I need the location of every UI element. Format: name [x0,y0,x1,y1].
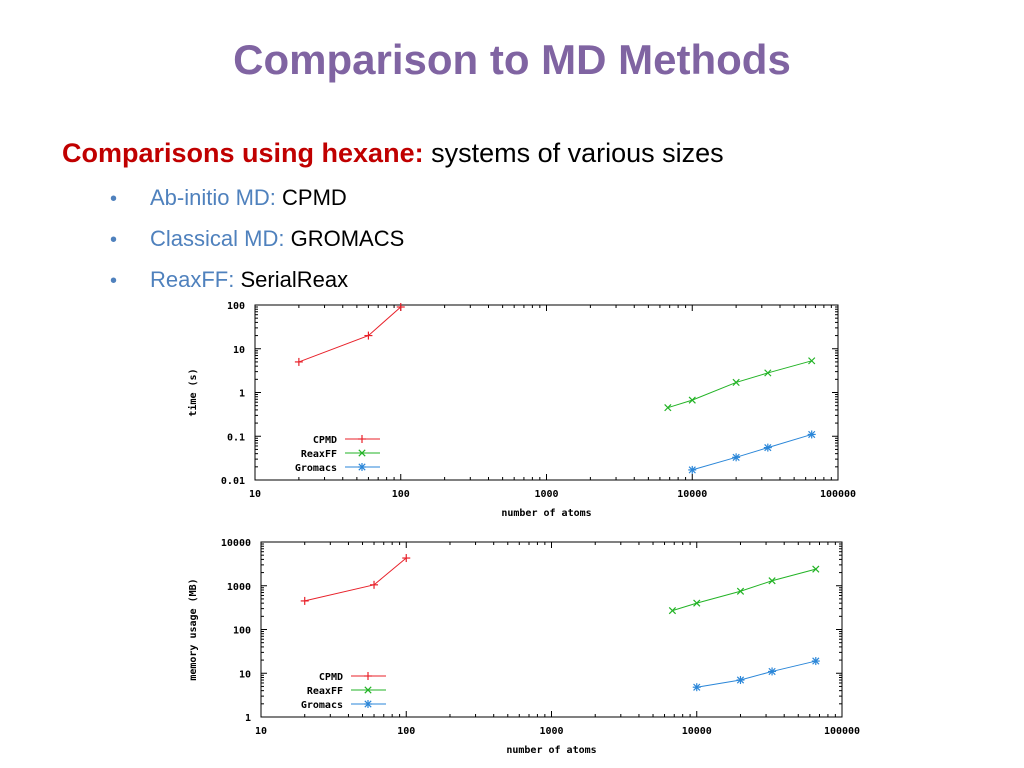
time-data-point-gromacs [688,465,697,474]
time-data-point-gromacs [732,453,741,462]
memory-legend-marker [364,686,372,694]
time-legend-label: Gromacs [295,463,337,474]
memory-y-tick-label: 10 [239,669,251,680]
bullet-icon: • [110,270,118,292]
time-data-point-cpmd [294,357,303,366]
time-data-point-reaxff [664,404,672,412]
time-data-point-reaxff [688,396,696,404]
method-value: CPMD [282,185,347,210]
time-data-point-cpmd [364,331,373,340]
time-data-point-reaxff [808,357,816,365]
memory-x-tick-label: 100 [397,726,415,737]
time-tick-marks [254,305,838,481]
time-y-tick-label: 0.1 [227,432,245,443]
list-item: • Ab-initio MD: CPMD [110,182,404,223]
time-series-line-gromacs [692,433,812,471]
method-value: GROMACS [290,226,405,251]
time-legend-marker [358,435,366,443]
memory-chart: 10 100 1000 10000 100000 1 10 100 1000 10000 numbe… [180,532,870,768]
method-value: SerialReax [240,267,349,292]
time-data-point-gromacs [807,430,816,439]
time-x-tick-label: 1000 [534,489,558,500]
time-x-tick-label: 100 [392,489,410,500]
slide-title: Comparison to MD Methods [233,36,791,83]
list-item: • ReaxFF: SerialReax [110,264,404,305]
memory-series-line-gromacs [696,660,816,688]
memory-x-tick-label: 10 [255,726,267,737]
memory-legend-marker [364,700,372,708]
lead-line: Comparisons using hexane: systems of var… [62,138,724,169]
time-legend-label: CPMD [313,435,337,446]
time-x-axis-label: number of atoms [501,508,591,519]
time-x-tick-label: 10000 [677,489,707,500]
memory-legend-marker [364,672,372,680]
memory-y-axis-label: memory usage (MB) [188,578,199,680]
memory-data-point-reaxff [736,587,745,595]
lead-text: systems of various sizes [431,138,724,168]
memory-data-point-reaxff [668,607,677,615]
bullet-icon: • [110,229,118,251]
memory-data-point-gromacs [768,667,777,676]
time-series-line-cpmd [298,306,402,363]
time-series-line-reaxff [667,360,812,409]
method-label: Classical MD: [150,226,285,251]
time-legend-label: ReaxFF [301,449,337,460]
list-item: • Classical MD: GROMACS [110,223,404,264]
memory-x-tick-label: 100000 [824,726,860,737]
memory-data-point-gromacs [736,676,745,685]
memory-x-axis-label: number of atoms [506,745,596,756]
memory-data-point-gromacs [692,683,701,692]
memory-data-point-cpmd [300,596,309,605]
memory-y-tick-label: 10000 [221,538,251,549]
time-y-axis-label: time (s) [187,368,199,416]
memory-series-line-cpmd [304,557,407,602]
memory-data-point-cpmd [402,554,411,563]
memory-legend-label: Gromacs [301,700,343,711]
memory-data-point-cpmd [370,580,379,589]
time-data-point-gromacs [763,443,772,452]
memory-chart-svg: 10 100 1000 10000 100000 1 10 100 1000 10000 numbe… [188,538,860,756]
time-chart-svg: 10 100 1000 10000 100000 0.01 0.1 1 10 100 number … [187,301,856,519]
time-y-tick-label: 10 [233,345,245,356]
lead-label: Comparisons using hexane: [62,138,424,168]
time-x-tick-label: 10 [249,489,261,500]
time-legend-marker [358,463,366,471]
memory-data-point-reaxff [693,599,701,607]
method-list: • Ab-initio MD: CPMD • Classical MD: GROMA… [110,182,404,305]
memory-legend-label: CPMD [319,672,343,683]
time-plot-frame [254,304,839,481]
method-label: ReaxFF: [150,267,235,292]
time-data-point-cpmd [396,303,405,312]
time-chart: 10 100 1000 10000 100000 0.01 0.1 1 10 100 number … [180,296,870,524]
time-y-tick-label: 100 [227,301,245,312]
memory-x-tick-label: 10000 [682,726,712,737]
time-x-tick-label: 100000 [820,489,856,500]
memory-x-tick-label: 1000 [539,726,563,737]
memory-y-tick-label: 100 [233,626,251,637]
memory-data-point-reaxff [812,565,820,573]
memory-tick-marks [260,542,842,718]
memory-y-tick-label: 1000 [227,582,251,593]
time-data-point-reaxff [764,369,772,377]
memory-legend-label: ReaxFF [307,686,343,697]
method-label: Ab-initio MD: [150,185,276,210]
memory-data-point-gromacs [811,657,820,666]
time-legend-marker [358,449,366,457]
memory-data-point-reaxff [768,577,776,585]
time-y-tick-label: 1 [239,389,245,400]
memory-plot-frame [260,541,843,718]
memory-series-line-reaxff [672,568,816,612]
time-y-tick-label: 0.01 [221,476,245,487]
memory-y-tick-label: 1 [245,713,251,724]
time-data-point-reaxff [732,378,740,387]
bullet-icon: • [110,188,118,210]
